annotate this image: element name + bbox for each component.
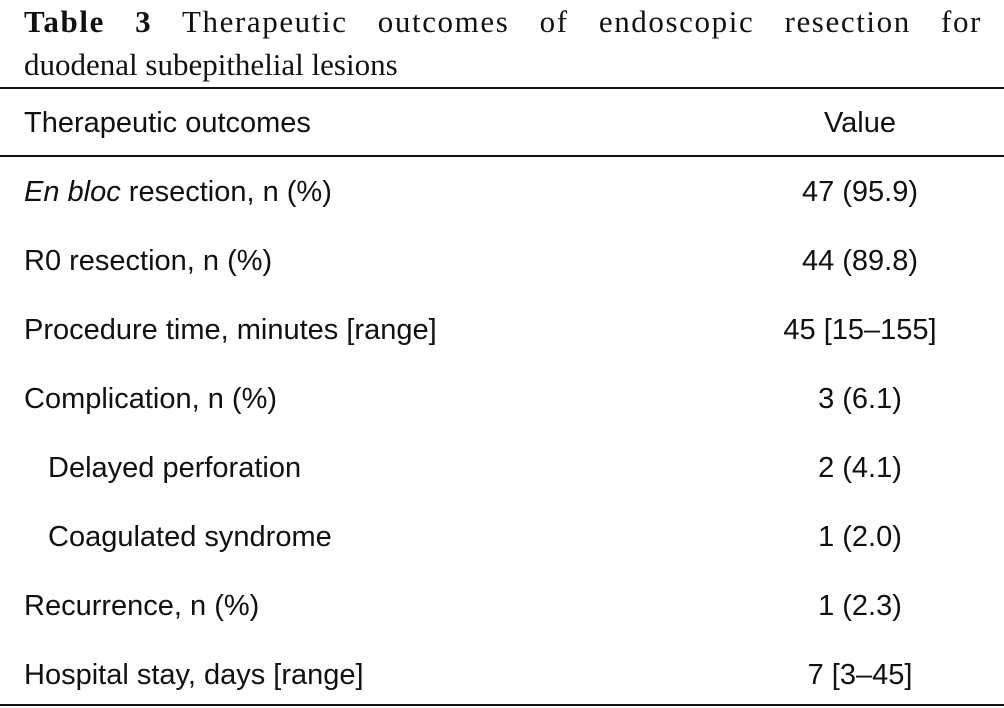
table-top-rule xyxy=(0,87,1004,89)
table-row-label: Procedure time, minutes [range] xyxy=(24,314,437,346)
caption-title-part-2: duodenal subepithelial lesions xyxy=(24,47,398,82)
table-header-rule xyxy=(0,155,1004,157)
en-bloc-rest: resection, n (%) xyxy=(120,176,332,208)
en-bloc-italic: En bloc xyxy=(24,176,121,208)
table-row-label: Recurrence, n (%) xyxy=(24,590,260,622)
table-row-label: Coagulated syndrome xyxy=(48,521,332,553)
table-row-value: 7 [3–45] xyxy=(807,659,913,691)
table-row-value: 47 (95.9) xyxy=(801,176,919,208)
table-row-value: 44 (89.8) xyxy=(801,245,919,277)
table-row-label: En bloc resection, n (%) xyxy=(24,174,332,210)
table-row-value: 3 (6.1) xyxy=(818,383,902,415)
table-row-label: R0 resection, n (%) xyxy=(24,245,273,277)
table-row-value: 2 (4.1) xyxy=(818,452,902,484)
table-row-value: 1 (2.3) xyxy=(818,590,902,622)
header-value: Value xyxy=(823,107,897,139)
table-row-label: Delayed perforation xyxy=(48,452,302,484)
table-bottom-rule xyxy=(0,704,1004,706)
table-row-label: Hospital stay, days [range] xyxy=(24,659,364,691)
table-row-label: Complication, n (%) xyxy=(24,383,278,415)
table-row-value: 1 (2.0) xyxy=(818,521,902,553)
caption-title-part-1: Therapeutic outcomes of endoscopic resec… xyxy=(181,4,982,39)
table-number: Table 3 xyxy=(24,4,153,39)
table-caption: Table 3 Therapeutic outcomes of endoscop… xyxy=(24,0,982,86)
table-row-value: 45 [15–155] xyxy=(783,314,937,346)
header-outcome: Therapeutic outcomes xyxy=(24,107,311,139)
caption-line-1: Table 3 Therapeutic outcomes of endoscop… xyxy=(24,0,982,43)
